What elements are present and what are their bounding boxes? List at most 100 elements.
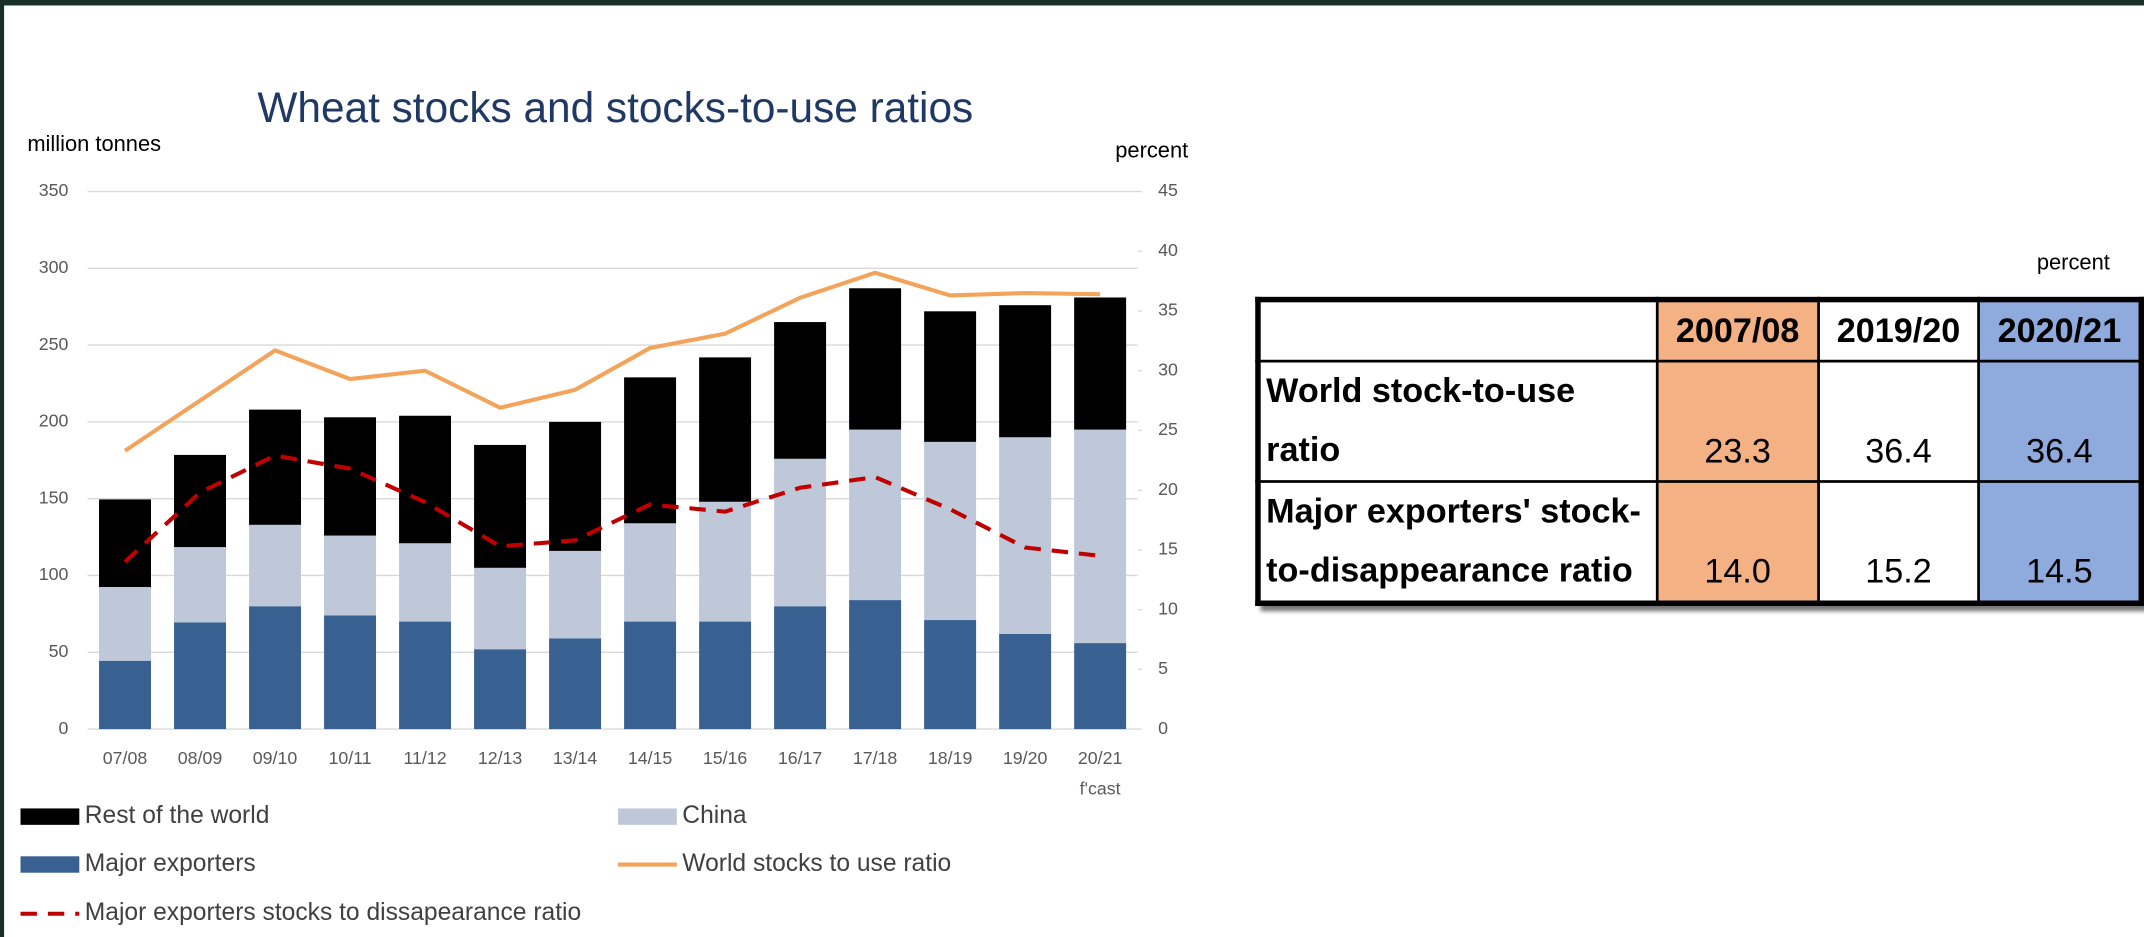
x-tick-label: 13/14 (553, 748, 598, 768)
bar-segment (549, 421, 602, 551)
value-cell: 14.0 (1655, 480, 1820, 605)
y-tick-label: 50 (49, 641, 69, 661)
bar-segment (474, 444, 527, 568)
bar-segment (249, 524, 302, 607)
bar-segment (1074, 297, 1127, 430)
y2-tick-label: 15 (1158, 539, 1178, 559)
x-tick-label: 17/18 (853, 748, 898, 768)
bar-segment (624, 621, 677, 730)
legend-label: Rest of the world (85, 802, 270, 829)
x-tick-label: 09/10 (253, 748, 298, 768)
x-tick-label: 16/17 (778, 748, 822, 768)
bar-segment (999, 437, 1052, 634)
bar-segment (99, 587, 151, 661)
bar-segment (174, 622, 227, 730)
x-tick-label-line: 20/21 (1078, 748, 1123, 768)
bar-segment (849, 288, 902, 430)
y-axis-label: million tonnes (27, 131, 161, 156)
x-tick-label: 12/13 (478, 748, 523, 768)
header-cell (1256, 298, 1659, 363)
y-tick-label: 100 (39, 564, 69, 584)
x-tick-label: 15/16 (703, 748, 748, 768)
chart: Wheat stocks and stocks-to-use ratios mi… (20, 84, 1188, 926)
legend-label: China (682, 802, 747, 829)
x-tick-label: 14/15 (628, 748, 673, 768)
legend-label: World stocks to use ratio (682, 850, 951, 877)
x-tick-label: 08/09 (178, 748, 223, 768)
header-cell: 2007/08 (1655, 298, 1820, 363)
bar-segment (474, 649, 527, 730)
legend-swatch (20, 808, 80, 825)
y2-tick-label: 20 (1158, 479, 1178, 499)
value-cell: 15.2 (1816, 480, 1981, 605)
x-tick-label: 18/19 (928, 748, 973, 768)
y-tick-label: 150 (39, 487, 69, 507)
y-tick-label: 350 (39, 180, 69, 200)
y2-tick-label: 40 (1158, 240, 1178, 260)
bar-segment (699, 357, 752, 502)
bar-segment (399, 415, 452, 544)
y2-tick-label: 0 (1158, 718, 1168, 738)
bar-segment (849, 600, 902, 730)
row: Major exporters' stock-to-disappearance … (1256, 480, 2143, 605)
bar-segment (624, 377, 677, 524)
x-tick-label: 11/12 (403, 748, 446, 768)
value-cell: 36.4 (1977, 359, 2143, 483)
row: World stock-to-use ratio 23.3 36.4 36.4 (1256, 359, 2143, 483)
bar-segment (924, 441, 977, 621)
y-tick-label: 0 (58, 718, 68, 738)
line-series (123, 453, 1101, 564)
row-label: World stock-to-use ratio (1256, 359, 1659, 483)
bar-segment (174, 454, 227, 548)
y2-tick-label: 45 (1158, 180, 1178, 200)
legend-swatch (20, 856, 80, 873)
bar-segment (399, 621, 452, 730)
bar-segment (549, 638, 602, 730)
y2-tick-label: 35 (1158, 300, 1178, 320)
x-tick-label: 20/21 f'cast (1078, 748, 1123, 798)
row-label: Major exporters' stock-to-disappearance … (1256, 480, 1659, 605)
bar-segment (324, 615, 377, 730)
bar-segment (174, 547, 227, 623)
header-cell: 2019/20 (1816, 298, 1981, 363)
bar-segment (399, 543, 452, 622)
bar-segment (99, 660, 151, 730)
bar-segment (324, 535, 377, 616)
bar-segment (924, 620, 977, 730)
bar-segment (624, 523, 677, 622)
bar-segment (249, 409, 302, 525)
bar-segment (849, 429, 902, 601)
value-cell: 23.3 (1655, 359, 1820, 483)
legend-label: Major exporters (85, 850, 256, 877)
bar-segment (99, 499, 151, 588)
legend-swatch (618, 808, 677, 825)
x-tick-label: 07/08 (103, 748, 148, 768)
bar-segment (699, 621, 752, 730)
y2-axis-label: percent (1115, 138, 1188, 163)
bar-segment (1074, 643, 1127, 730)
table: 2007/08 2019/20 2020/21 World stock-to-use … (1255, 296, 2144, 606)
bar-segment (774, 322, 827, 459)
bar-segment (1074, 429, 1127, 644)
bar-segment (699, 501, 752, 622)
bar-segment (549, 550, 602, 639)
bar-segment (774, 458, 827, 607)
table-unit: percent (2036, 251, 2110, 275)
y2-tick-label: 25 (1158, 419, 1178, 439)
bar-segment (774, 606, 827, 730)
bar-segment (249, 606, 302, 730)
header-cell: 2020/21 (1977, 298, 2143, 363)
y-tick-label: 300 (39, 257, 69, 277)
bar-segment (474, 567, 527, 650)
x-tick-label: 10/11 (328, 748, 371, 768)
chart-title: Wheat stocks and stocks-to-use ratios (257, 84, 973, 131)
legend-label: Major exporters stocks to dissapearance … (85, 899, 581, 926)
y2-tick-label: 30 (1158, 359, 1178, 379)
line-series (123, 270, 1101, 453)
bar-segment (999, 633, 1052, 730)
y2-tick-label: 5 (1158, 658, 1168, 678)
bar-segment (924, 311, 977, 442)
value-cell: 36.4 (1816, 359, 1981, 483)
